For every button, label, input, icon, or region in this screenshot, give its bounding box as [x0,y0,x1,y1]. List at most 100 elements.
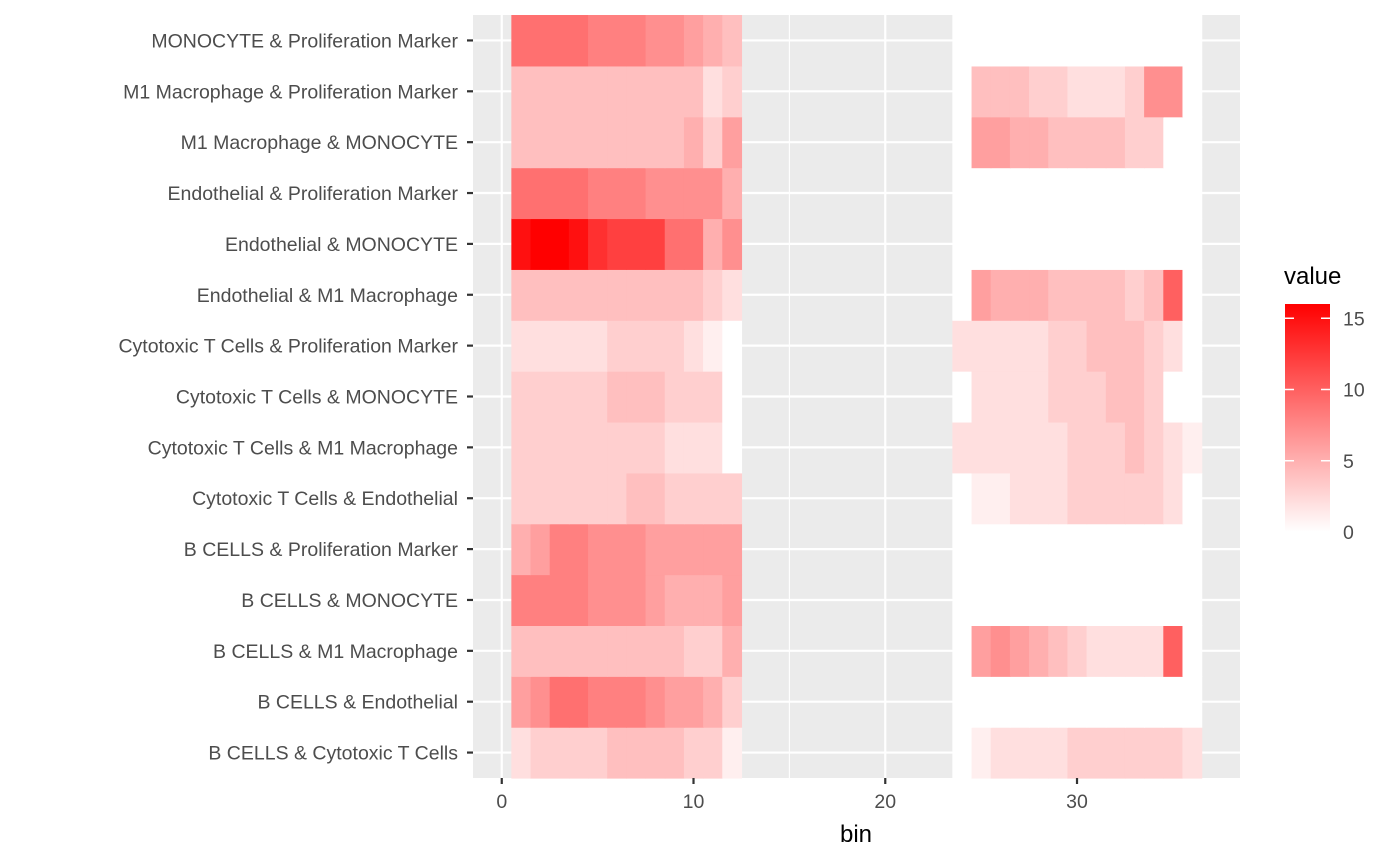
heatmap-tile [645,269,666,321]
x-tick-label: 10 [683,791,705,813]
heatmap-tile [568,625,589,677]
heatmap-tile [588,167,608,220]
heatmap-tile [664,421,685,474]
heatmap-tile [683,371,704,423]
heatmap-tile [626,523,647,576]
heatmap-tile [952,320,973,372]
heatmap-tiles [511,15,1203,779]
y-tick-label: Endothelial & MONOCYTE [225,234,458,256]
heatmap-tile [1144,65,1164,118]
heatmap-tile [588,65,608,118]
heatmap-tile [683,727,704,779]
heatmap-tile [971,676,992,728]
legend-colorbar [1285,304,1330,532]
y-tick-label: M1 Macrophage & Proliferation Marker [123,81,458,103]
heatmap-tile [722,371,743,423]
heatmap-tile [971,320,992,372]
y-tick-label: Endothelial & Proliferation Marker [168,183,459,205]
heatmap-tile [1009,218,1030,270]
heatmap-tile [1182,320,1203,372]
heatmap-tile [952,269,973,321]
heatmap-tile [952,15,973,67]
heatmap-tile [568,269,589,321]
heatmap-tile [1144,625,1164,677]
heatmap-tile [588,269,608,321]
heatmap-tile [1144,269,1164,321]
heatmap-tile [952,676,973,728]
heatmap-tile [530,269,551,321]
heatmap-tile [952,371,973,423]
heatmap-tile [511,676,532,728]
heatmap-tile [990,65,1011,118]
heatmap-tile [607,65,627,118]
heatmap-tile [1048,167,1069,220]
heatmap-tile [530,523,551,576]
legend-tick-label: 0 [1343,522,1354,544]
heatmap-tile [568,320,589,372]
heatmap-tile [664,167,685,220]
heatmap-tile [607,371,627,423]
heatmap-tile [626,676,647,728]
heatmap-tile [511,320,532,372]
heatmap-tile [588,218,608,270]
heatmap-tile [703,15,723,67]
heatmap-tile [511,218,532,270]
heatmap-tile [1144,676,1164,728]
heatmap-tile [722,676,743,728]
heatmap-tile [588,320,608,372]
heatmap-tile [1086,421,1107,474]
heatmap-tile [1124,574,1145,626]
heatmap-tile [1009,523,1030,576]
heatmap-tile [1124,625,1145,677]
heatmap-tile [1009,269,1030,321]
heatmap-tile [607,472,627,525]
heatmap-tile [683,116,704,169]
heatmap-tile [1182,269,1203,321]
heatmap-tile [971,116,992,169]
heatmap-tile [703,676,723,728]
heatmap-tile [549,269,570,321]
heatmap-tile [1086,65,1107,118]
heatmap-tile [1029,625,1049,677]
heatmap-tile [971,727,992,779]
x-axis: 0 10 20 30 [496,778,1088,813]
heatmap-tile [1163,167,1184,220]
heatmap-tile [722,15,743,67]
heatmap-tile [703,269,723,321]
heatmap-tile [952,218,973,270]
heatmap-tile [1086,269,1107,321]
heatmap-tile [645,15,666,67]
heatmap-tile [645,116,666,169]
heatmap-tile [1163,218,1184,270]
heatmap-tile [1048,421,1069,474]
heatmap-tile [1144,167,1164,220]
heatmap-tile [1048,116,1069,169]
heatmap-tile [1163,65,1184,118]
heatmap-tile [549,167,570,220]
heatmap-tile [530,116,551,169]
y-tick-label: Cytotoxic T Cells & Endothelial [192,488,458,510]
heatmap-tile [549,65,570,118]
heatmap-tile [1067,65,1088,118]
heatmap-tile [1163,15,1184,67]
heatmap-tile [952,574,973,626]
heatmap-tile [607,116,627,169]
heatmap-tile [626,371,647,423]
heatmap-tile [626,116,647,169]
heatmap-tile [568,727,589,779]
heatmap-tile [952,421,973,474]
heatmap-tile [626,574,647,626]
heatmap-tile [1182,167,1203,220]
heatmap-tile [1048,472,1069,525]
heatmap-tile [1105,625,1126,677]
heatmap-tile [607,320,627,372]
heatmap-tile [530,727,551,779]
heatmap-tile [1105,472,1126,525]
heatmap-tile [568,371,589,423]
heatmap-tile [971,472,992,525]
heatmap-tile [588,574,608,626]
heatmap-tile [990,727,1011,779]
heatmap-tile [1086,472,1107,525]
heatmap-tile [1144,218,1164,270]
heatmap-tile [1067,523,1088,576]
